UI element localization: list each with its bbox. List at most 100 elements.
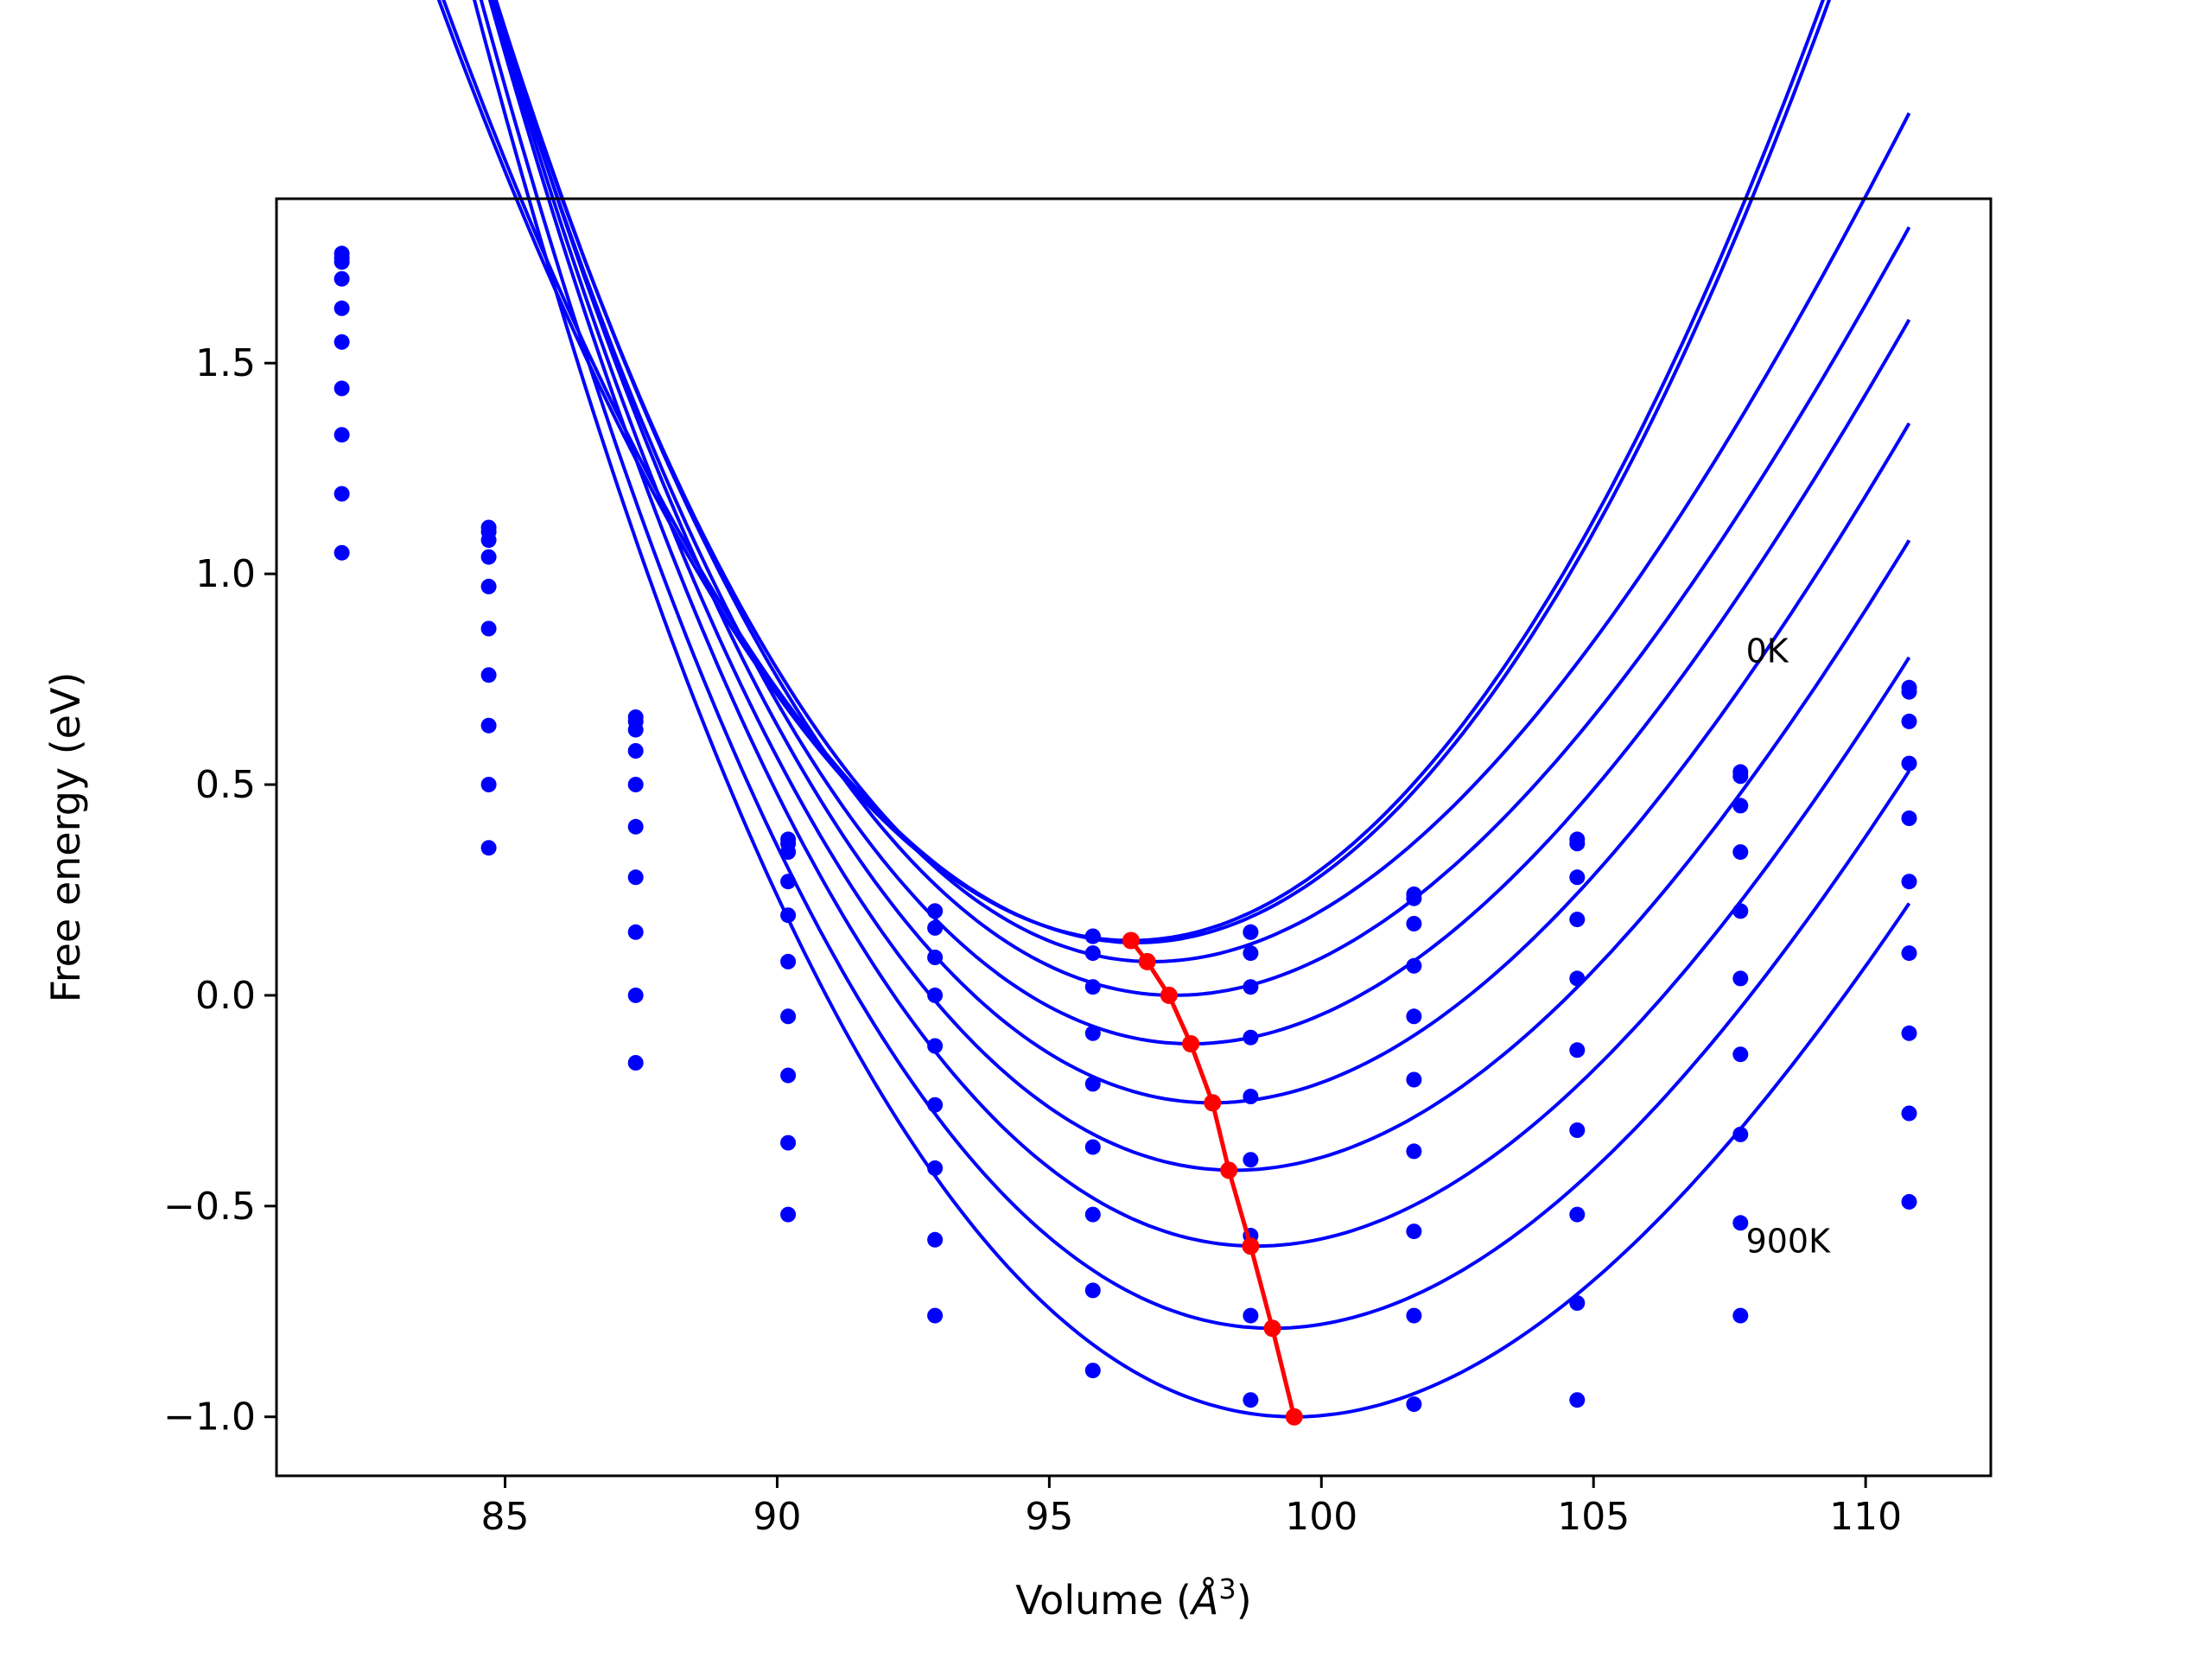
data-point — [627, 743, 644, 759]
data-point — [1732, 970, 1749, 987]
y-tick-label: −1.0 — [163, 1395, 256, 1440]
data-point — [780, 953, 797, 969]
data-point — [1901, 945, 1917, 962]
data-point — [1084, 1076, 1101, 1092]
data-point — [1901, 1105, 1917, 1122]
data-point — [1569, 1122, 1586, 1138]
plot-frame — [275, 197, 1993, 1478]
annotations: 0K 900K — [1746, 632, 1832, 1261]
data-point — [627, 777, 644, 792]
x-tick-label: 105 — [1557, 1495, 1630, 1539]
data-point — [1569, 1392, 1586, 1408]
data-point — [1569, 1206, 1586, 1223]
minimum-point — [1160, 986, 1178, 1004]
data-point — [1569, 836, 1586, 852]
data-point — [1901, 713, 1917, 729]
data-point — [1569, 912, 1586, 928]
minimum-point — [1285, 1408, 1303, 1426]
data-point — [1901, 755, 1917, 772]
data-point — [927, 1231, 944, 1248]
data-point — [1084, 1282, 1101, 1299]
data-point — [1084, 928, 1101, 944]
data-point — [480, 620, 497, 637]
fit-curve-5 — [493, 0, 1911, 1105]
data-point — [1732, 844, 1749, 861]
data-point — [1569, 869, 1586, 886]
x-axis: 85 90 95 100 105 110 — [481, 1476, 1902, 1539]
data-point — [334, 427, 350, 443]
data-point — [627, 987, 644, 1003]
data-point — [1406, 916, 1422, 931]
data-point — [780, 844, 797, 861]
fit-curve-8 — [479, 0, 1911, 1331]
data-point — [480, 777, 497, 792]
minimum-point — [1204, 1094, 1222, 1112]
data-point — [927, 1038, 944, 1054]
data-point — [1901, 1193, 1917, 1210]
data-point — [334, 334, 350, 350]
data-point — [1732, 1046, 1749, 1063]
x-tick-label: 85 — [481, 1495, 530, 1539]
minimum-path-line — [1128, 938, 1297, 1418]
data-point — [334, 270, 350, 287]
data-point — [1243, 979, 1259, 995]
data-point — [1569, 1042, 1586, 1058]
minimum-point — [1182, 1035, 1200, 1052]
annotation-label: 0K — [1746, 632, 1789, 671]
y-tick-label: 1.5 — [195, 341, 256, 385]
data-point — [1732, 1307, 1749, 1324]
fit-curve-1 — [442, 0, 1832, 944]
x-axis-label: Volume (Å3) — [1015, 1573, 1251, 1624]
data-point — [334, 380, 350, 397]
data-point — [1901, 810, 1917, 826]
x-tick-label: 95 — [1025, 1495, 1073, 1539]
fit-curve-2 — [493, 0, 1911, 963]
data-point — [627, 1055, 644, 1071]
data-point — [1243, 1029, 1259, 1046]
fit-curve-4 — [491, 0, 1911, 1046]
data-point — [1243, 1089, 1259, 1104]
data-point — [1406, 1071, 1422, 1088]
data-point — [1084, 1363, 1101, 1379]
data-point — [1732, 1126, 1749, 1142]
data-point — [1901, 683, 1917, 700]
data-point — [1732, 798, 1749, 814]
data-point — [1732, 1215, 1749, 1231]
data-point — [1901, 874, 1917, 890]
fit-curve-6 — [490, 0, 1911, 1173]
minimum-point — [1263, 1319, 1281, 1338]
fit-curve-3 — [493, 0, 1911, 997]
y-tick-label: 0.0 — [195, 974, 256, 1018]
data-point — [1406, 1143, 1422, 1160]
fit-curve-9 — [472, 0, 1911, 1419]
data-point — [334, 254, 350, 270]
data-point — [627, 721, 644, 738]
data-point — [1084, 979, 1101, 995]
fit-curve-0 — [436, 0, 1825, 943]
data-point — [480, 717, 497, 734]
data-point — [1243, 1152, 1259, 1168]
data-point — [927, 987, 944, 1003]
fit-curve-7 — [487, 0, 1911, 1249]
data-point — [780, 1135, 797, 1151]
minimum-point — [1242, 1237, 1260, 1255]
data-point — [627, 869, 644, 886]
minimum-point — [1220, 1161, 1238, 1179]
minimum-point — [1138, 952, 1156, 970]
data-point — [1901, 1025, 1917, 1041]
data-point — [1406, 1307, 1422, 1324]
y-tick-label: 1.0 — [195, 552, 256, 596]
data-point — [1406, 1396, 1422, 1413]
data-point — [1406, 1008, 1422, 1025]
y-axis-label: Free energy (eV) — [42, 672, 89, 1003]
y-axis: −1.0 −0.5 0.0 0.5 1.0 1.5 — [163, 341, 276, 1440]
data-point — [480, 840, 497, 856]
annotation-label: 900K — [1746, 1222, 1832, 1260]
data-point — [1084, 1206, 1101, 1223]
x-tick-label: 90 — [753, 1495, 801, 1539]
data-point — [334, 300, 350, 316]
data-point — [627, 818, 644, 835]
data-point — [1243, 924, 1259, 940]
x-tick-label: 110 — [1829, 1495, 1902, 1539]
